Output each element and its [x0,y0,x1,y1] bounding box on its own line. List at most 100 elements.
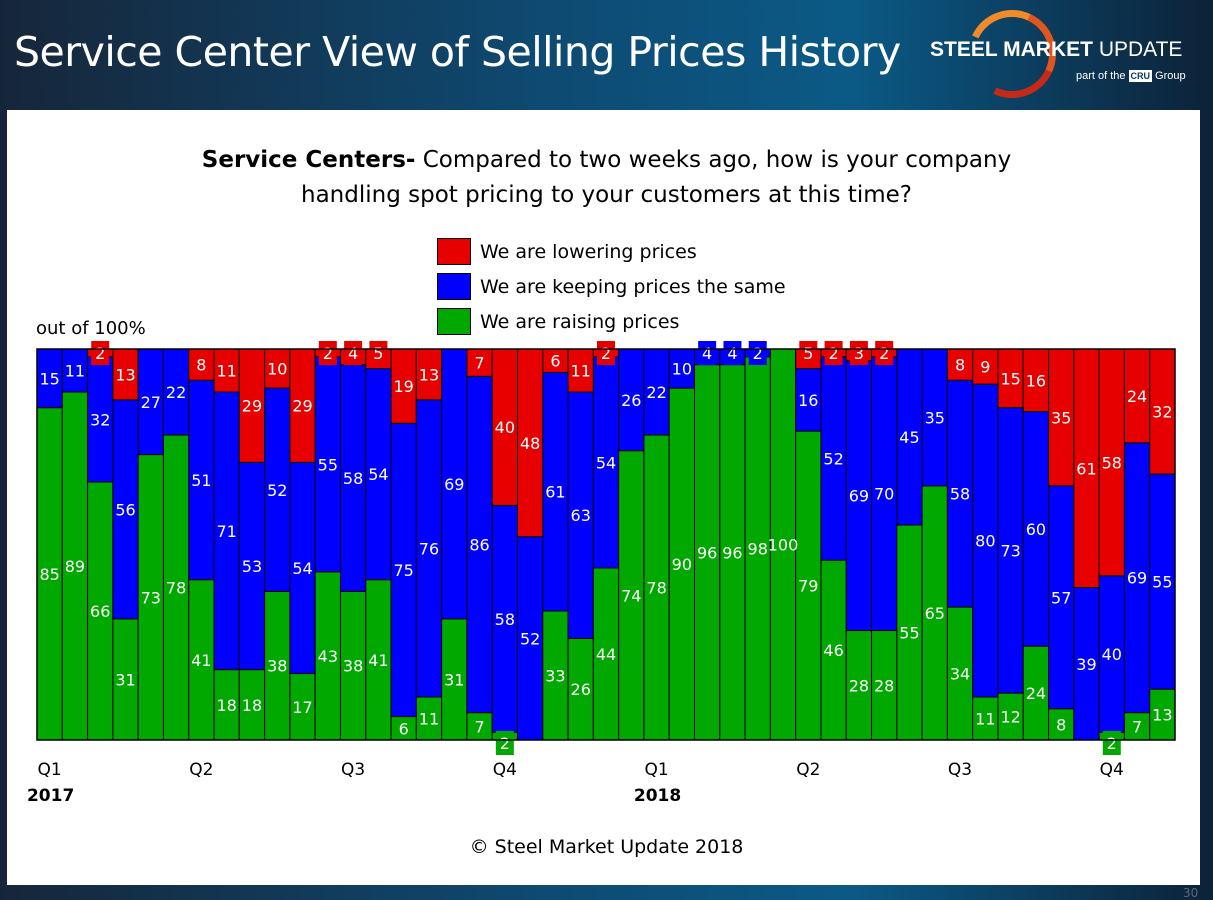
data-label-box [748,341,767,365]
data-label-raising: 96 [697,543,717,562]
data-label-raising: 13 [1152,706,1172,725]
data-label-same: 35 [925,408,945,427]
data-label-raising: 28 [849,676,869,695]
data-label-same: 69 [444,475,464,494]
data-label-box [723,341,742,365]
question-line2: handling spot pricing to your customers … [301,182,912,208]
bar-segment-same [997,407,1024,694]
quarter-tick-label: Q4 [1099,760,1124,780]
bar-segment-same [415,399,443,698]
data-label-same: 22 [166,383,186,402]
unit-label: out of 100% [36,318,146,339]
bar-segment-same [567,391,594,639]
data-label-box [369,341,388,365]
year-tick-label: 2018 [633,786,682,806]
data-label-box [597,341,615,365]
chart-question: Service Centers- Compared to two weeks a… [0,143,1213,213]
data-label-same: 61 [545,483,565,502]
question-bold: Service Centers- [201,147,416,173]
data-label-same: 80 [975,532,995,551]
bar-segment-lowering [415,348,443,401]
legend-swatch-lowering [437,238,471,265]
bar-segment-raising [264,590,291,741]
data-label-same: 26 [621,391,641,410]
bar-segment-raising [592,567,620,741]
data-label-raising: 17 [292,698,312,717]
data-label-same: 75 [394,561,414,580]
data-label-same: 11 [65,362,85,381]
data-label-same: 70 [874,485,894,504]
bar-segment-raising [871,630,898,741]
bar-segment-same [36,348,63,409]
data-label-box [799,341,818,365]
legend-item-same: We are keeping prices the same [437,269,786,304]
data-label-same: 4 [702,344,712,363]
data-label-raising: 31 [444,670,464,689]
legend-swatch-raising [437,308,471,335]
bar-segment-raising [921,485,948,741]
quarter-tick-label: Q3 [341,760,366,780]
bar-segment-same [643,348,670,436]
data-label-same: 69 [1127,569,1147,588]
data-label-box [875,341,894,365]
data-label-lowering: 35 [1051,408,1071,427]
bar-segment-same [1149,473,1176,690]
data-label-box [91,341,110,365]
logo-subtitle: part of the CRU Group [1076,70,1186,82]
data-label-raising: 18 [242,696,262,715]
data-label-same: 73 [1000,541,1020,560]
data-label-same: 2 [753,344,763,363]
data-label-lowering: 32 [1152,403,1172,422]
data-label-lowering: 8 [196,356,206,375]
legend-label: We are keeping prices the same [480,275,786,298]
data-label-raising: 55 [899,623,919,642]
question-line1: Compared to two weeks ago, how is your c… [415,147,1012,173]
bar-segment-raising [314,571,341,741]
data-label-box [824,341,843,365]
data-label-same: 86 [469,536,489,555]
bar-segment-same [896,348,923,526]
bar-segment-raising [188,579,215,741]
data-label-raising: 65 [925,604,945,623]
quarter-tick-label: Q3 [947,760,973,780]
data-label-same: 60 [1026,520,1046,539]
bar-segment-raising [365,579,392,741]
data-label-same: 40 [1102,645,1122,664]
bar-segment-same [972,383,999,698]
quarter-tick-label: Q1 [37,760,62,780]
data-label-raising: 79 [798,577,818,596]
legend-item-raising: We are raising prices [437,304,786,339]
legend-label: We are lowering prices [480,240,697,263]
data-label-lowering: 2 [601,344,611,363]
data-label-lowering: 4 [348,344,358,363]
data-label-same: 58 [495,610,515,629]
data-label-lowering: 2 [95,344,105,363]
data-label-lowering: 58 [1102,453,1122,472]
data-label-same: 54 [368,465,388,484]
data-label-lowering: 29 [292,397,312,416]
data-label-raising: 41 [191,651,211,670]
data-label-raising: 26 [571,680,591,699]
data-label-same: 69 [849,487,869,506]
data-label-same: 56 [115,500,135,519]
data-label-same: 63 [571,506,591,525]
data-label-same: 54 [292,559,312,578]
data-label-same: 76 [419,539,439,558]
bar-segment-raising [1048,708,1075,741]
bar-segment-raising [946,606,974,741]
data-label-raising: 28 [874,676,894,695]
data-label-lowering: 2 [829,344,839,363]
data-label-lowering: 11 [216,362,236,381]
bar-segment-same [87,356,114,483]
data-label-raising: 43 [318,647,338,666]
data-label-box [1102,731,1121,755]
bar-segment-lowering [1048,348,1075,487]
data-label-same: 16 [798,391,818,410]
data-label-raising: 89 [65,557,85,576]
data-label-same: 58 [343,469,363,488]
data-label-raising: 24 [1026,684,1046,703]
data-label-raising: 2 [500,734,510,753]
data-label-lowering: 13 [419,365,439,384]
data-label-box [344,341,363,365]
